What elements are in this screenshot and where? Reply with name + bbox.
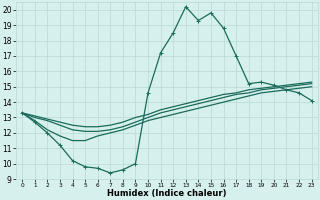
X-axis label: Humidex (Indice chaleur): Humidex (Indice chaleur) bbox=[107, 189, 227, 198]
